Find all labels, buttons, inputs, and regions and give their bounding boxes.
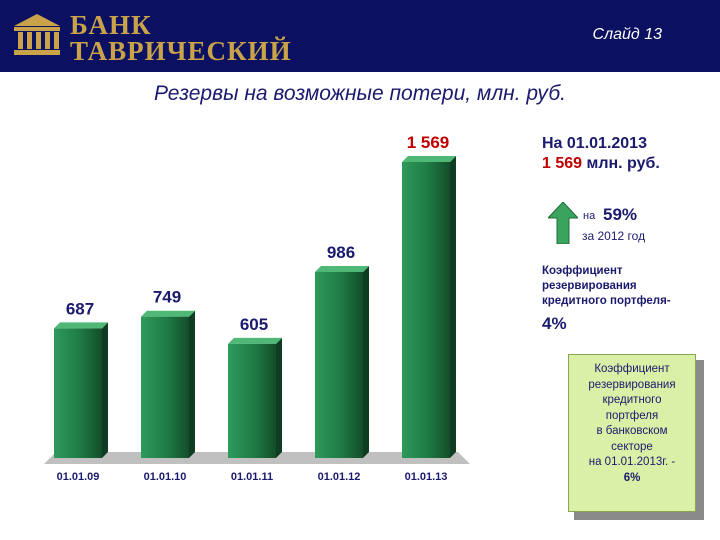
note-line: портфеля <box>605 409 659 422</box>
bar-side <box>102 322 108 458</box>
note-line: на 01.01.2013г. - <box>588 456 676 468</box>
coefficient-label-line: кредитного портфеля- <box>542 295 671 307</box>
coefficient-label: Коэффициент резервирования кредитного по… <box>542 264 717 309</box>
bar <box>54 328 102 458</box>
bar-top <box>315 265 369 272</box>
up-arrow-icon <box>548 202 578 244</box>
note-line: кредитного <box>602 394 662 406</box>
category-tick-label: 01.01.09 <box>57 471 100 483</box>
info-amount-value: 1 569 <box>542 155 583 172</box>
bar <box>228 343 276 458</box>
bank-name-line2: ТАВРИЧЕСКИЙ <box>70 36 292 66</box>
category-tick-label: 01.01.12 <box>318 471 361 483</box>
data-label: 1 569 <box>407 133 450 152</box>
bar-side <box>189 310 195 458</box>
bar-side <box>276 337 282 458</box>
bar-side <box>450 156 456 458</box>
bar-top <box>228 337 282 344</box>
note-line: резервирования <box>588 378 676 391</box>
total-reserves-info: На 01.01.2013 1 569 млн. руб. <box>542 134 660 174</box>
slide-number: Слайд 13 <box>592 26 662 43</box>
coefficient-label-line: Коэффициент <box>542 265 623 277</box>
data-label: 749 <box>153 288 181 307</box>
growth-period: за 2012 год <box>582 229 646 243</box>
header-bar: БАНК ТАВРИЧЕСКИЙ Слайд 13 <box>0 0 720 72</box>
category-tick-label: 01.01.13 <box>405 471 448 483</box>
note-line: секторе <box>611 440 653 453</box>
note-line: Коэффициент <box>594 363 670 375</box>
coefficient-value: 4% <box>542 314 567 333</box>
bank-building-logo <box>14 14 60 55</box>
category-tick-label: 01.01.10 <box>144 471 187 483</box>
bank-name-line1: БАНК <box>70 10 152 40</box>
note-line: в банковском <box>596 425 668 437</box>
info-date-line: На 01.01.2013 <box>542 135 647 152</box>
bar <box>315 271 363 458</box>
category-tick-label: 01.01.11 <box>231 471 273 483</box>
bar <box>141 316 189 458</box>
data-label: 605 <box>240 315 268 334</box>
labels-group: 687 01.01.09 749 01.01.10 605 01.01.11 986 01.0… <box>57 133 450 483</box>
chart-title: Резервы на возможные потери, млн. руб. <box>154 82 566 105</box>
sector-coefficient-note: Коэффициент резервирования кредитного по… <box>568 354 696 512</box>
bar-top <box>54 322 108 329</box>
note-value: 6% <box>623 471 641 484</box>
bar-top <box>141 310 195 317</box>
info-amount-unit: млн. руб. <box>582 155 660 172</box>
growth-prefix: на <box>583 210 596 222</box>
growth-value: 59% <box>603 205 638 224</box>
bars-group <box>54 156 456 458</box>
coefficient-label-line: резервирования <box>542 280 637 292</box>
data-label: 986 <box>327 243 355 262</box>
bar <box>402 162 450 458</box>
bar-top <box>402 156 456 162</box>
bar-side <box>363 265 369 458</box>
data-label: 687 <box>66 299 94 318</box>
